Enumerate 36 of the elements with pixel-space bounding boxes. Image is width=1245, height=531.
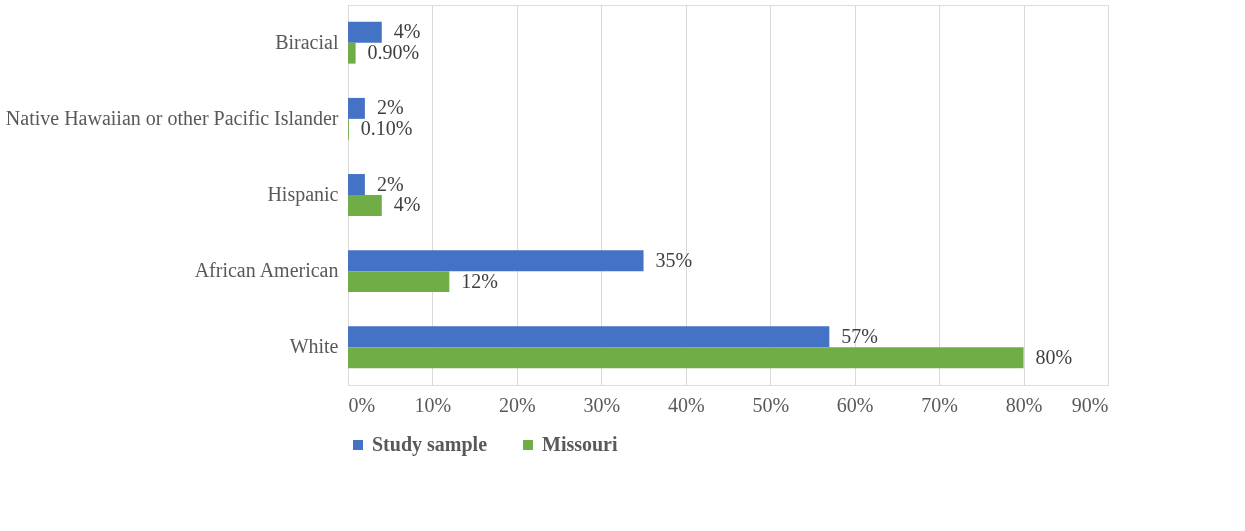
bar	[348, 250, 644, 272]
data-label: 4%	[393, 193, 421, 216]
data-label: 4%	[393, 20, 421, 43]
x-tick-label: 40%	[667, 393, 705, 416]
x-tick-label: 60%	[836, 393, 874, 416]
x-tick-label: 10%	[414, 393, 452, 416]
data-label: 2%	[376, 172, 404, 195]
y-tick-label: Biracial	[275, 30, 339, 53]
bar	[348, 21, 382, 43]
x-tick-label: 30%	[583, 393, 621, 416]
bar	[348, 347, 1024, 369]
x-tick-label: 0%	[348, 393, 376, 416]
bar	[348, 42, 356, 64]
bar	[348, 174, 365, 195]
data-label: 57%	[841, 324, 879, 347]
data-label: 12%	[461, 269, 499, 292]
bar	[348, 271, 450, 293]
bar	[348, 195, 382, 216]
bar	[348, 97, 365, 119]
data-label: 0.90%	[367, 41, 420, 64]
data-label: 35%	[655, 248, 693, 271]
y-tick-label: White	[289, 335, 339, 358]
legend-label: Missouri	[542, 433, 618, 455]
data-label: 80%	[1035, 345, 1073, 368]
x-tick-label: 20%	[499, 393, 536, 416]
y-tick-label: Native Hawaiian or other Pacific Islander	[5, 106, 339, 129]
data-label: 2%	[376, 96, 404, 119]
x-tick-label: 70%	[921, 393, 958, 416]
data-label: 0.10%	[360, 117, 413, 140]
legend-label: Study sample	[372, 433, 488, 456]
y-tick-label: African American	[194, 259, 339, 282]
x-tick-label: 50%	[752, 393, 790, 416]
y-tick-label: Hispanic	[267, 183, 339, 206]
bar	[348, 326, 830, 348]
x-tick-label: 80%	[1005, 393, 1043, 416]
x-tick-label: 90%	[1071, 393, 1109, 416]
